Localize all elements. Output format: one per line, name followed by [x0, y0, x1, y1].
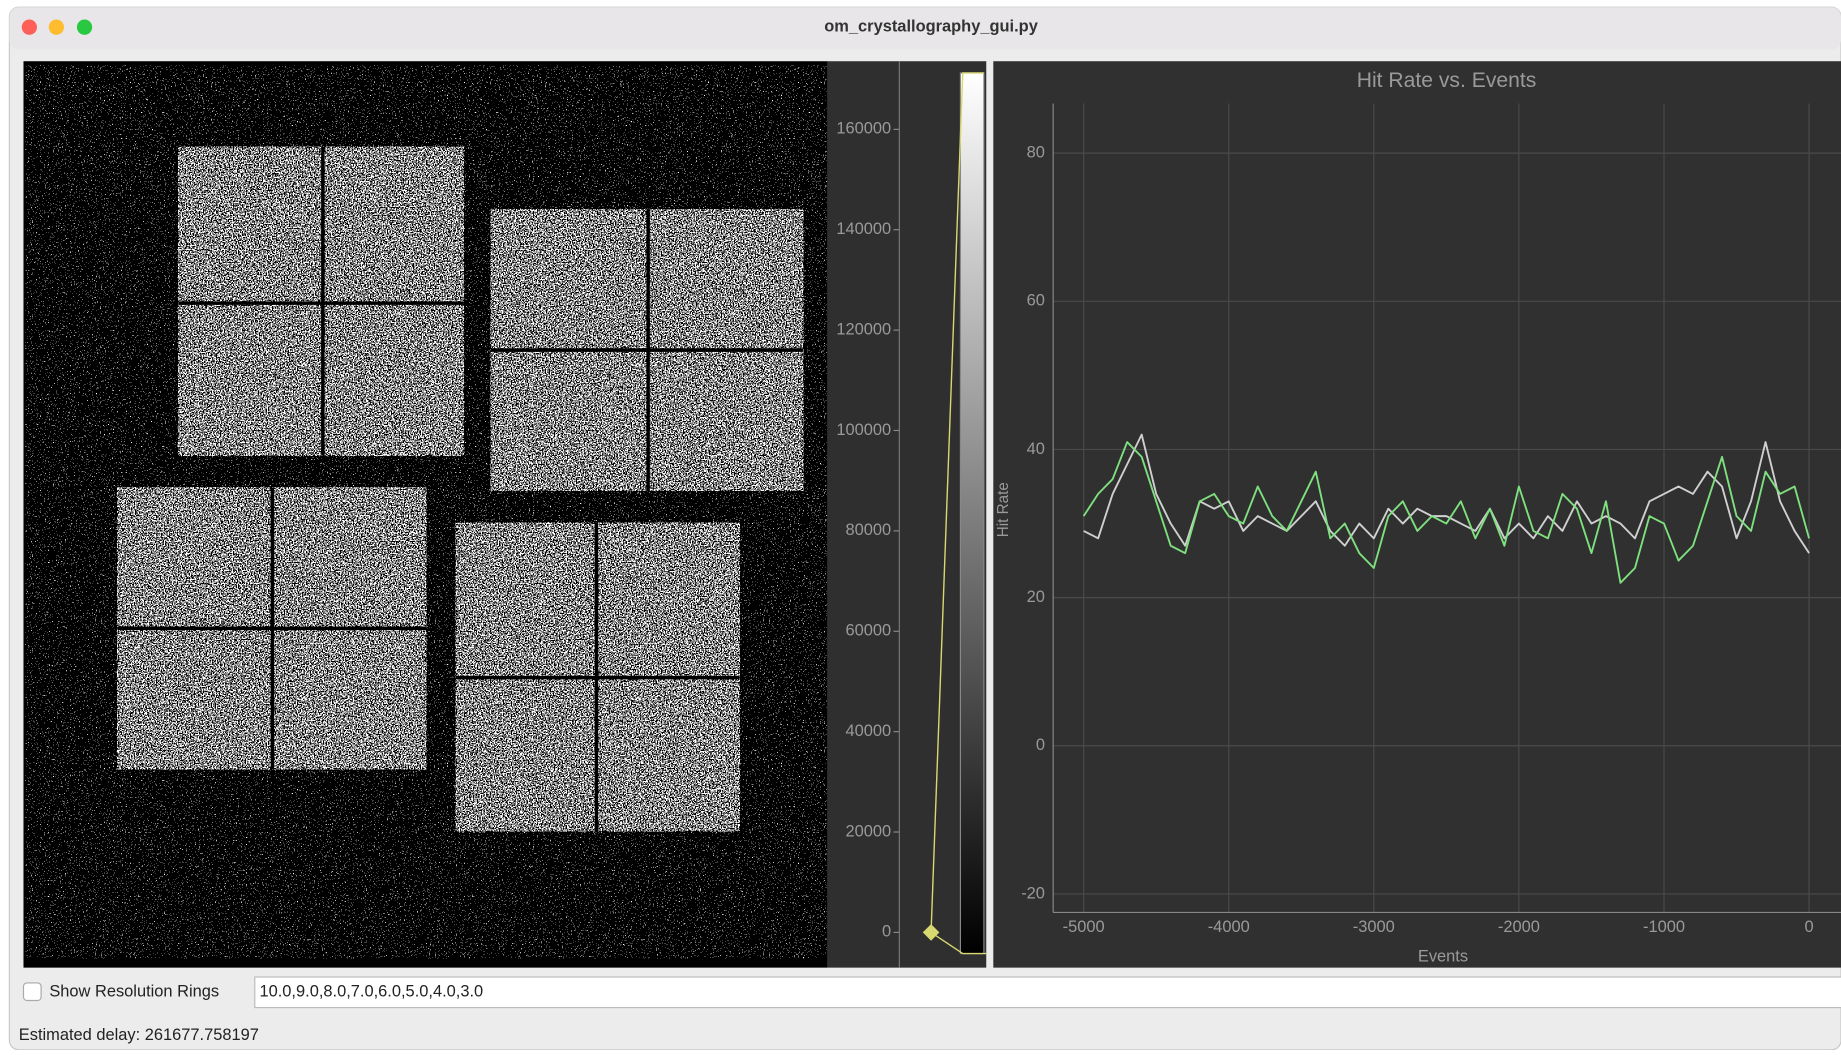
checkbox[interactable] [23, 983, 41, 1001]
tick-label: 60000 [845, 622, 891, 640]
tick-label: 0 [882, 923, 891, 941]
y-tick-label: 20 [1027, 588, 1045, 606]
resolution-input[interactable] [255, 977, 1841, 1008]
x-tick-label: -2000 [1498, 918, 1540, 936]
zoom-button[interactable] [77, 20, 92, 35]
x-tick-label: -5000 [1063, 918, 1105, 936]
y-tick-label: 40 [1027, 440, 1045, 458]
x-tick-label: -4000 [1208, 918, 1250, 936]
resolution-input-text[interactable]: 10.0,9.0,8.0,7.0,6.0,5.0,4.0,3.0 [259, 983, 483, 1001]
minimize-button[interactable] [49, 20, 64, 35]
tick-label: 100000 [836, 421, 891, 439]
detector-image [23, 61, 827, 967]
gradient-bar[interactable] [960, 73, 983, 954]
tick-label: 140000 [836, 220, 891, 238]
y-tick-label: 0 [1036, 736, 1045, 754]
tick-label: 20000 [845, 822, 891, 840]
y-axis-label: Hit Rate [995, 482, 1012, 537]
x-tick-label: -3000 [1353, 918, 1395, 936]
checkbox-label[interactable]: Show Resolution Rings [49, 983, 219, 1001]
screenshot: om_crystallography_gui.py 02000040000600… [0, 0, 1841, 1050]
plot-title: Hit Rate vs. Events [1357, 69, 1537, 92]
x-axis-label: Events [1418, 947, 1468, 965]
status-text: Estimated delay: 261677.758197 [19, 1026, 259, 1044]
window-title: om_crystallography_gui.py [824, 18, 1038, 36]
tick-label: 80000 [845, 521, 891, 539]
y-tick-label: 60 [1027, 292, 1045, 310]
y-tick-label: -20 [1021, 884, 1045, 902]
x-tick-label: -1000 [1643, 918, 1685, 936]
tick-label: 120000 [836, 320, 891, 338]
x-tick-label: 0 [1805, 918, 1814, 936]
tick-label: 160000 [836, 120, 891, 138]
close-button[interactable] [22, 20, 37, 35]
y-tick-label: 80 [1027, 143, 1045, 161]
plot-panel [993, 61, 1841, 967]
tick-label: 40000 [845, 722, 891, 740]
